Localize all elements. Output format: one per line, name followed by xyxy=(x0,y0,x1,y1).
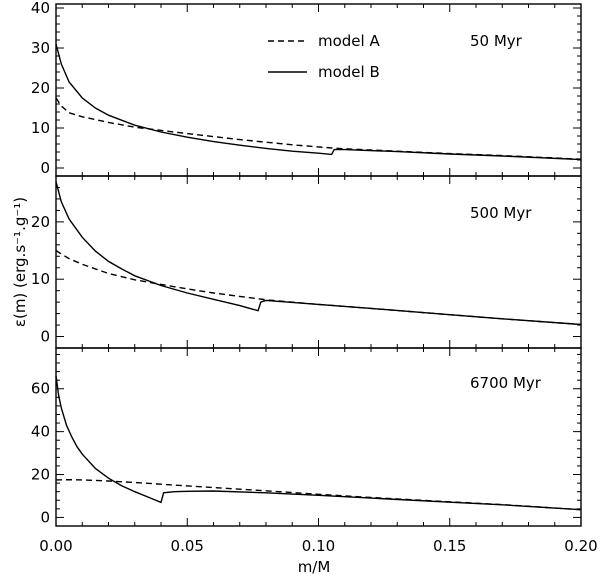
y-tick-label: 0 xyxy=(40,508,50,526)
x-axis-label: m/M xyxy=(298,558,331,576)
y-tick-label: 10 xyxy=(31,119,50,137)
panel-annotation: 50 Myr xyxy=(470,32,523,50)
y-tick-label: 30 xyxy=(31,39,50,57)
series-line-model-a xyxy=(55,249,582,326)
x-tick-label: 0.00 xyxy=(39,537,72,555)
series-line-model-b xyxy=(55,375,582,511)
series-line-model-b xyxy=(55,43,582,161)
x-tick-label: 0.10 xyxy=(302,537,335,555)
panels: 0 10 20 30 40 50 Myr 0 10 20 500 Myr 0 20 40 60 6700 M… xyxy=(31,0,582,527)
series-line-model-a xyxy=(55,97,582,160)
y-tick-label: 0 xyxy=(40,159,50,177)
panel-1: 0 10 20 30 40 50 Myr xyxy=(31,0,582,177)
y-tick-label: 20 xyxy=(31,466,50,484)
series-line-model-b xyxy=(55,181,582,326)
panel-frame xyxy=(55,175,582,349)
panel-annotation: 6700 Myr xyxy=(470,374,542,392)
legend: model A model B xyxy=(268,32,380,81)
panel-3: 0 20 40 60 6700 Myr xyxy=(31,347,582,527)
panel-2: 0 10 20 500 Myr xyxy=(31,175,582,349)
y-axis-label: ε(m) (erg.s⁻¹.g⁻¹) xyxy=(11,197,29,327)
x-tick-label: 0.20 xyxy=(564,537,597,555)
panel-frame xyxy=(55,3,582,177)
y-tick-label: 0 xyxy=(40,328,50,346)
x-tick-label: 0.15 xyxy=(433,537,466,555)
x-tick-label: 0.05 xyxy=(171,537,204,555)
y-tick-label: 10 xyxy=(31,270,50,288)
y-tick-label: 20 xyxy=(31,79,50,97)
legend-label-model-a: model A xyxy=(318,32,380,50)
x-axis: 0.00 0.05 0.10 0.15 0.20 xyxy=(39,537,597,555)
y-tick-label: 40 xyxy=(31,0,50,17)
y-tick-label: 60 xyxy=(31,380,50,398)
panel-annotation: 500 Myr xyxy=(470,204,532,222)
y-tick-label: 40 xyxy=(31,423,50,441)
y-tick-label: 20 xyxy=(31,213,50,231)
legend-label-model-b: model B xyxy=(318,63,380,81)
